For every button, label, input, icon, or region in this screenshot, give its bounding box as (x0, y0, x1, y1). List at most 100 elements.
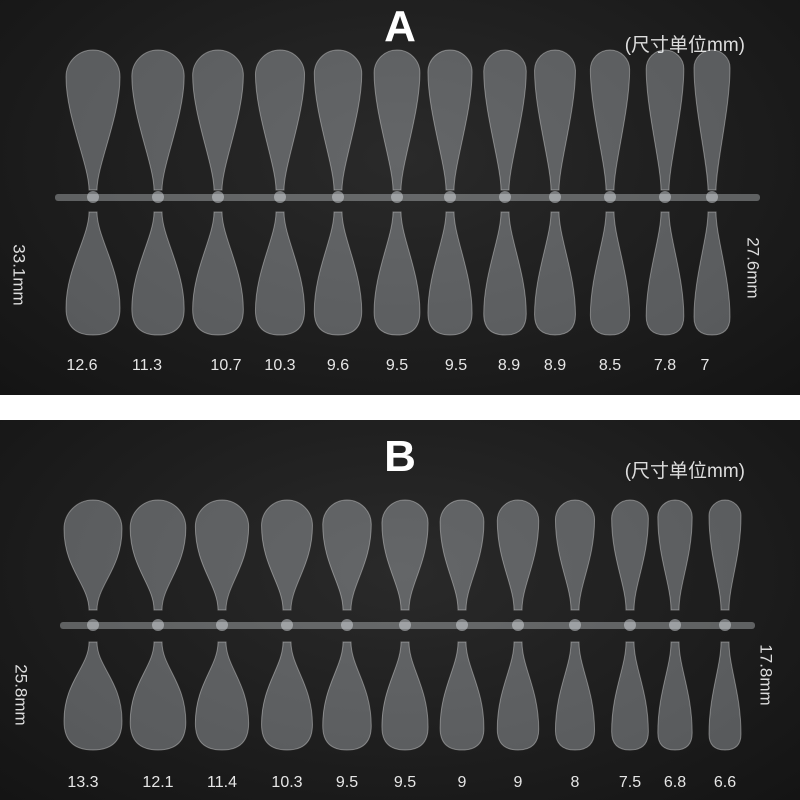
nail-tip (131, 211, 185, 336)
width-label: 10.3 (264, 357, 295, 374)
nail-tip (322, 499, 372, 611)
nail-tip (427, 49, 473, 191)
connector (281, 619, 293, 631)
nail-tip (381, 641, 429, 751)
width-label: 9.5 (386, 357, 408, 374)
nail-tip (261, 641, 313, 751)
nail-tip (254, 49, 306, 191)
nail-tip (439, 641, 485, 751)
width-label: 9 (514, 774, 523, 791)
nail-tips-b: 13.3 12.1 11.4 10.3 9.5 9.5 9 9 8 7.5 6.8 6.6 (60, 499, 755, 791)
connector (87, 619, 99, 631)
nail-tip (63, 641, 123, 751)
nail-tip (194, 641, 250, 751)
nail-tip (554, 641, 596, 751)
connector (152, 619, 164, 631)
nail-tip (708, 499, 742, 611)
width-label: 8.9 (544, 357, 566, 374)
connector (624, 619, 636, 631)
width-label: 8 (571, 774, 580, 791)
width-label: 11.3 (132, 357, 162, 374)
panel-b: B (尺寸单位mm) 25.8mm 17.8mm 13.3 12.1 11.4 10.… (0, 420, 800, 800)
width-label: 7.5 (619, 774, 641, 791)
connector (569, 619, 581, 631)
connector (549, 191, 561, 203)
width-label: 6.6 (714, 774, 736, 791)
nail-tip (611, 499, 649, 611)
width-label: 12.6 (66, 357, 97, 374)
connector (719, 619, 731, 631)
nail-tip (708, 641, 742, 751)
connector (399, 619, 411, 631)
nail-tip (483, 49, 527, 191)
connector (332, 191, 344, 203)
nail-tip (63, 499, 123, 611)
nail-tip (657, 499, 693, 611)
nail-tip (427, 211, 473, 336)
nail-tip (254, 211, 306, 336)
nail-tip (483, 211, 527, 336)
width-label: 11.4 (207, 774, 237, 791)
width-label: 7.8 (654, 357, 676, 374)
runner-bar (55, 194, 760, 201)
nail-tip (589, 211, 631, 336)
panel-letter: B (384, 432, 416, 481)
nail-tip (381, 499, 429, 611)
nail-tip (554, 499, 596, 611)
connector (512, 619, 524, 631)
connector (216, 619, 228, 631)
width-label: 9.5 (336, 774, 358, 791)
nail-tip (496, 499, 540, 611)
nail-tip (645, 49, 685, 191)
connector (274, 191, 286, 203)
nail-tip (693, 49, 731, 191)
nail-tip (373, 49, 421, 191)
nail-tip (589, 49, 631, 191)
panel-letter: A (384, 2, 416, 51)
width-label: 13.3 (67, 774, 98, 791)
connector (444, 191, 456, 203)
nail-tip (131, 49, 185, 191)
nail-tip (65, 49, 121, 191)
width-label: 9.5 (394, 774, 416, 791)
width-label: 10.7 (210, 357, 241, 374)
unit-note: (尺寸单位mm) (624, 461, 745, 482)
connector (341, 619, 353, 631)
nail-tip (373, 211, 421, 336)
nail-tip (129, 499, 187, 611)
connector (669, 619, 681, 631)
connector (87, 191, 99, 203)
nail-tip (693, 211, 731, 336)
width-label: 9.5 (445, 357, 467, 374)
nail-tip (313, 49, 363, 191)
panel-a: A (尺寸单位mm) 33.1mm 27.6mm 12.6 11.3 10.7 10.… (0, 0, 800, 395)
connector (152, 191, 164, 203)
nail-tip (611, 641, 649, 751)
nail-tip (534, 49, 576, 191)
runner-bar (60, 622, 755, 629)
unit-note: (尺寸单位mm) (624, 35, 745, 56)
connector (604, 191, 616, 203)
nail-tip (313, 211, 363, 336)
connector (456, 619, 468, 631)
connector (391, 191, 403, 203)
connector (212, 191, 224, 203)
width-label: 9.6 (327, 357, 349, 374)
nail-tip (261, 499, 313, 611)
nail-tip (192, 49, 244, 191)
nail-tip (439, 499, 485, 611)
width-label: 10.3 (271, 774, 302, 791)
nail-tip (194, 499, 250, 611)
width-label: 7 (701, 357, 710, 374)
nail-tip (645, 211, 685, 336)
connector (659, 191, 671, 203)
nail-tip (496, 641, 540, 751)
connector (706, 191, 718, 203)
width-label: 12.1 (142, 774, 173, 791)
width-label: 6.8 (664, 774, 686, 791)
nail-tip (657, 641, 693, 751)
nail-tip (192, 211, 244, 336)
nail-tip (534, 211, 576, 336)
width-label: 9 (458, 774, 467, 791)
